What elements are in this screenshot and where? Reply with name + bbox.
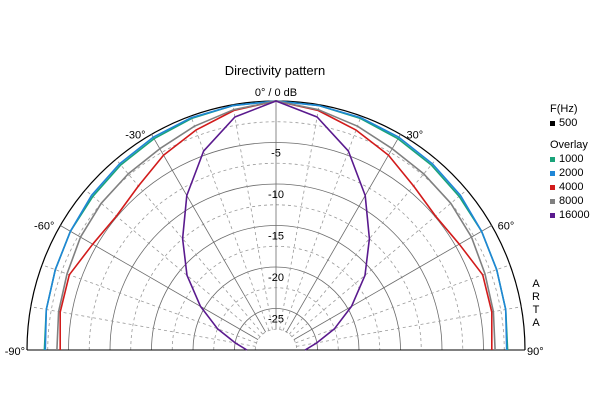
legend-label-2000: 2000 — [559, 167, 584, 179]
angle-label: 30° — [407, 129, 424, 141]
grid-spoke — [296, 306, 522, 347]
legend-swatch-500 — [550, 120, 555, 126]
radial-tick-label: -15 — [268, 231, 284, 243]
legend-swatch-2000 — [550, 170, 555, 176]
angle-label: -90° — [5, 346, 25, 358]
arta-letter: T — [532, 304, 540, 316]
legend-swatch-4000 — [550, 184, 555, 190]
legend-item-8000: 8000 — [550, 194, 590, 208]
grid-spoke — [279, 104, 320, 330]
legend-item-1000: 1000 — [550, 152, 590, 166]
grid-spoke — [293, 225, 492, 340]
grid-spoke — [41, 264, 257, 344]
grid-circle — [88, 162, 464, 351]
grid-spoke — [282, 115, 362, 331]
legend-overlay-label: Overlay — [550, 139, 588, 151]
arta-letter: R — [532, 291, 540, 303]
angle-label: -60° — [34, 221, 54, 233]
grid-spoke — [60, 225, 259, 340]
legend-swatch-8000 — [550, 198, 555, 204]
grid-spoke — [286, 134, 401, 333]
angle-label: -30° — [125, 129, 145, 141]
legend-label-4000: 4000 — [559, 181, 584, 193]
legend-swatch-16000 — [550, 212, 555, 218]
legend-header: F(Hz) — [550, 103, 578, 115]
grid-spoke — [151, 134, 266, 333]
radial-tick-label: -25 — [268, 314, 284, 326]
arta-letter: A — [532, 278, 540, 290]
angle-label: 60° — [498, 221, 515, 233]
arta-letter: A — [532, 317, 540, 329]
legend-item-4000: 4000 — [550, 180, 590, 194]
legend-item-2000: 2000 — [550, 166, 590, 180]
legend-label-1000: 1000 — [559, 153, 584, 165]
legend-swatch-1000 — [550, 156, 555, 162]
radial-tick-label: -5 — [271, 148, 281, 160]
legend-label-500: 500 — [559, 117, 578, 129]
chart-title: Directivity pattern — [224, 63, 326, 78]
grid-spoke — [295, 264, 511, 344]
zero-label: 0° / 0 dB — [255, 87, 297, 99]
angle-label: 90° — [527, 346, 544, 358]
legend-label-16000: 16000 — [559, 209, 590, 221]
radial-tick-label: -20 — [268, 272, 284, 284]
legend: F(Hz) 500 Overlay 1000 2000 4000 8000 16000 — [550, 102, 590, 222]
grid-spoke — [190, 115, 270, 331]
series-line-16000 — [181, 100, 371, 351]
grid-spoke — [115, 158, 263, 335]
legend-item-500: 500 — [550, 116, 590, 130]
grid-spoke — [232, 104, 273, 330]
legend-item-16000: 16000 — [550, 208, 590, 222]
polar-grid — [26, 100, 526, 351]
grid-spoke — [291, 189, 468, 337]
grid-spoke — [30, 306, 256, 347]
grid-spoke — [84, 189, 261, 337]
radial-tick-label: -10 — [268, 189, 284, 201]
axis-labels: -5 -10 -15 -20 -25 0° / 0 dB -90° -60° -30° 30° 60… — [5, 87, 544, 358]
legend-label-8000: 8000 — [559, 195, 584, 207]
grid-spoke — [289, 158, 437, 335]
curves — [43, 100, 509, 351]
